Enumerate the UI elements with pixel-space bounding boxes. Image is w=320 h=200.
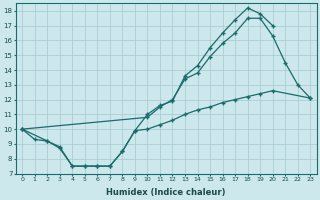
X-axis label: Humidex (Indice chaleur): Humidex (Indice chaleur) bbox=[107, 188, 226, 197]
